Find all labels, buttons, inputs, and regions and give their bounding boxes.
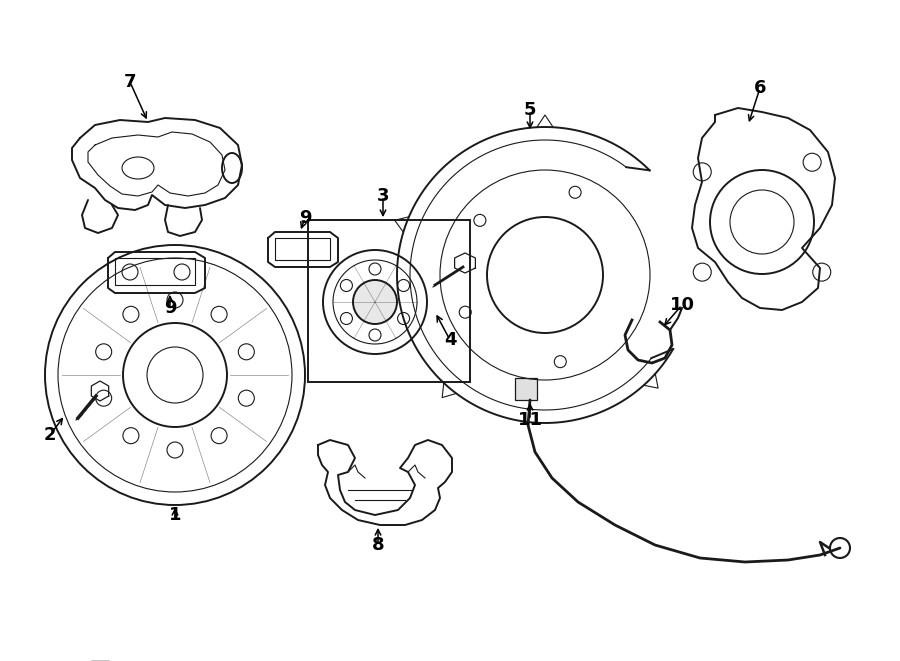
Text: 10: 10 — [670, 296, 695, 314]
Text: 4: 4 — [444, 331, 456, 349]
Text: 8: 8 — [372, 536, 384, 554]
Text: 9: 9 — [164, 299, 176, 317]
Text: 1: 1 — [169, 506, 181, 524]
Text: 7: 7 — [124, 73, 136, 91]
Bar — [515, 378, 537, 400]
Text: 5: 5 — [524, 101, 536, 119]
Text: 2: 2 — [44, 426, 56, 444]
Text: 11: 11 — [518, 411, 543, 429]
Text: 6: 6 — [754, 79, 766, 97]
Text: 3: 3 — [377, 187, 389, 205]
Text: 9: 9 — [299, 209, 311, 227]
Bar — [308, 220, 470, 382]
Circle shape — [353, 280, 397, 324]
